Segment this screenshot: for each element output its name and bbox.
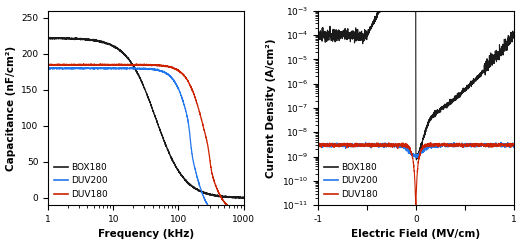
Legend: BOX180, DUV200, DUV180: BOX180, DUV200, DUV180 — [323, 161, 380, 201]
Y-axis label: Capacitance (nF/cm²): Capacitance (nF/cm²) — [6, 45, 16, 171]
Legend: BOX180, DUV200, DUV180: BOX180, DUV200, DUV180 — [53, 161, 110, 201]
Y-axis label: Current Density (A/cm²): Current Density (A/cm²) — [266, 38, 276, 178]
X-axis label: Frequency (kHz): Frequency (kHz) — [98, 230, 194, 239]
X-axis label: Electric Field (MV/cm): Electric Field (MV/cm) — [351, 230, 480, 239]
